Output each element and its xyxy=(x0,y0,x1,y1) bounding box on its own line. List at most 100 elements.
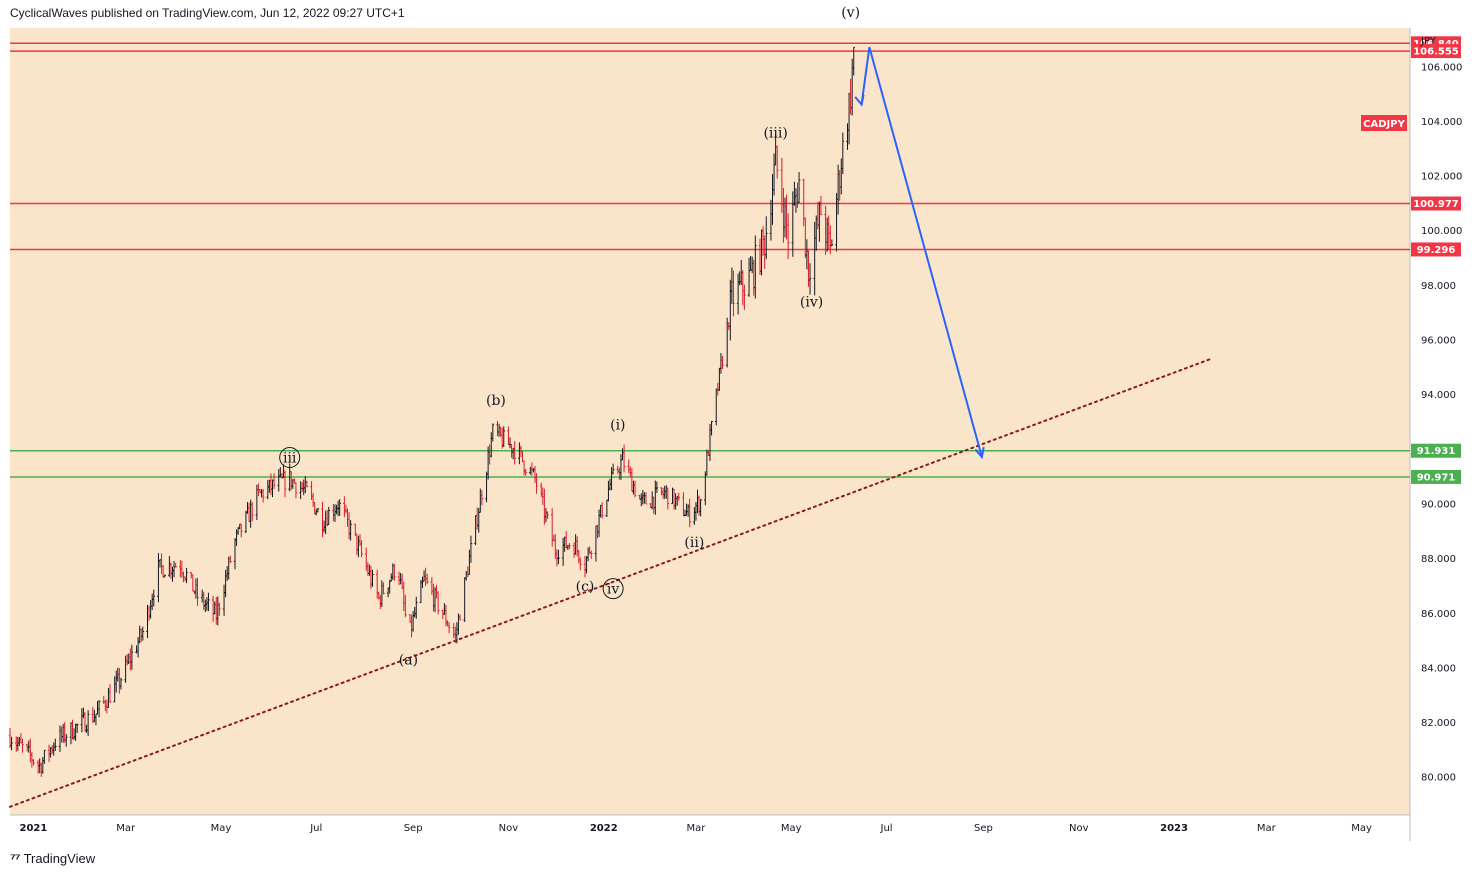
candle xyxy=(152,589,156,607)
wave-label: iii xyxy=(283,450,297,466)
candle xyxy=(54,738,57,751)
projection-line xyxy=(860,46,983,458)
candle xyxy=(589,550,593,559)
branding: ⁷⁷ TradingView xyxy=(10,850,95,866)
wave-label: (iii) xyxy=(763,125,787,141)
wave-label-circle xyxy=(602,578,624,600)
candle xyxy=(841,132,845,174)
candle xyxy=(43,749,46,764)
candle xyxy=(732,270,735,317)
candle xyxy=(141,626,145,641)
time-tick-label: Mar xyxy=(687,823,707,834)
candle xyxy=(196,577,199,606)
time-tick-label: Sep xyxy=(974,823,993,834)
price-level-badge: 91.931 xyxy=(1411,443,1461,458)
candle xyxy=(371,569,374,587)
plot-background xyxy=(10,28,1410,815)
time-tick-label: Nov xyxy=(499,823,519,834)
candle xyxy=(64,733,68,747)
candle xyxy=(21,738,24,753)
symbol-badge: CADJPY xyxy=(1361,115,1407,131)
candle xyxy=(754,235,757,299)
price-level-badge-text: 106.555 xyxy=(1413,47,1459,58)
candle xyxy=(130,644,134,670)
price-tick-label: 98.000 xyxy=(1421,281,1456,292)
candle xyxy=(447,621,451,634)
wave-label: (a) xyxy=(399,653,418,669)
candle xyxy=(185,567,188,584)
price-tick-label: 94.000 xyxy=(1421,390,1456,401)
candle xyxy=(688,498,691,528)
price-level-badge: 106.555 xyxy=(1411,44,1461,59)
wave-label: (i) xyxy=(610,418,625,434)
candle xyxy=(819,195,823,216)
price-level-badge: 99.296 xyxy=(1411,242,1461,257)
candle xyxy=(218,602,221,616)
price-tick-label: 86.000 xyxy=(1421,609,1456,620)
price-level-badge-text: 90.971 xyxy=(1417,472,1456,483)
candle xyxy=(699,498,702,517)
candle xyxy=(600,502,604,519)
time-tick-label: Mar xyxy=(116,823,136,834)
price-level-badge-text: 91.931 xyxy=(1417,446,1456,457)
price-level-badge-bg xyxy=(1411,469,1461,484)
wave-label: (c) xyxy=(576,579,595,595)
price-tick-label: 84.000 xyxy=(1421,663,1456,674)
price-level-badge-bg xyxy=(1411,44,1461,59)
symbol-label: CADJPY xyxy=(1363,119,1405,130)
candle xyxy=(480,490,484,506)
time-tick-label: 2023 xyxy=(1160,823,1188,834)
candle xyxy=(513,441,516,465)
candle xyxy=(677,492,681,501)
price-tick-label: 104.000 xyxy=(1421,117,1462,128)
candle xyxy=(75,723,79,733)
candle xyxy=(743,284,746,311)
time-tick-label: May xyxy=(211,823,232,834)
wave-label-circle xyxy=(279,446,301,468)
time-axis-background xyxy=(10,815,1468,841)
wave-label: (iv) xyxy=(800,295,823,311)
candle xyxy=(108,684,112,704)
trendline xyxy=(9,357,1213,808)
time-axis: 2021 Mar May Jul Sep Nov 2022 Mar May Jul Sep Nov 20… xyxy=(20,823,1372,834)
publish-info: CyclicalWaves published on TradingView.c… xyxy=(10,6,405,20)
wave-label: iv xyxy=(607,582,619,598)
candle xyxy=(808,263,812,295)
candle xyxy=(786,213,790,259)
candle xyxy=(852,46,856,76)
candle xyxy=(97,700,101,718)
price-level-badge-text: 100.977 xyxy=(1413,199,1459,210)
candle xyxy=(611,463,615,475)
candle xyxy=(546,511,549,519)
candle xyxy=(579,557,582,571)
time-tick-label: Sep xyxy=(404,823,423,834)
price-level-badge-bg xyxy=(1411,196,1461,211)
candle xyxy=(283,470,287,498)
candles xyxy=(8,46,856,777)
price-tick-label: 90.000 xyxy=(1421,499,1456,510)
candle xyxy=(174,563,177,568)
candle xyxy=(316,507,320,513)
candle xyxy=(425,573,429,584)
candle xyxy=(338,499,341,516)
candle xyxy=(502,426,506,447)
candle xyxy=(633,480,637,498)
candle xyxy=(655,481,659,493)
candle xyxy=(644,492,648,505)
time-tick-label: 2022 xyxy=(590,823,618,834)
time-tick-label: Nov xyxy=(1069,823,1089,834)
candle xyxy=(207,592,210,612)
time-tick-label: May xyxy=(1351,823,1372,834)
candle xyxy=(491,423,495,442)
candle xyxy=(250,501,254,522)
candle xyxy=(775,145,779,179)
candle xyxy=(382,582,385,595)
candle xyxy=(524,468,527,476)
candle xyxy=(414,596,418,619)
price-level-badge: 100.977 xyxy=(1411,196,1461,211)
candle xyxy=(305,480,309,488)
candle xyxy=(360,540,363,558)
projection-arrowhead xyxy=(854,94,865,107)
candle xyxy=(469,535,473,563)
